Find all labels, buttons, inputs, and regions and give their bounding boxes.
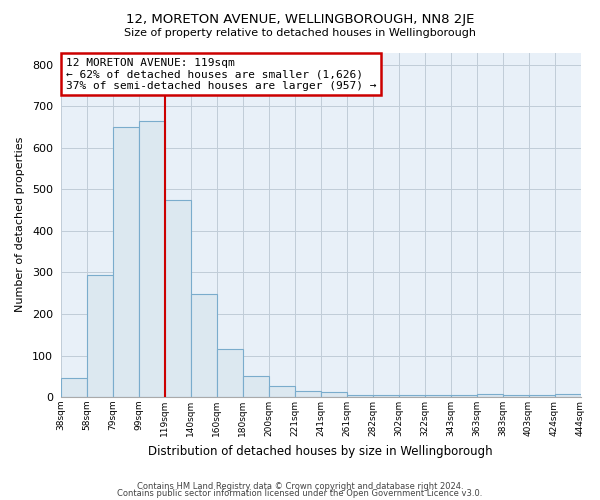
Y-axis label: Number of detached properties: Number of detached properties [15, 137, 25, 312]
Bar [217, 350, 242, 397]
Text: 12 MORETON AVENUE: 119sqm
← 62% of detached houses are smaller (1,626)
37% of se: 12 MORETON AVENUE: 119sqm ← 62% of detac… [66, 58, 376, 91]
Bar [61, 378, 86, 397]
Text: Size of property relative to detached houses in Wellingborough: Size of property relative to detached ho… [124, 28, 476, 38]
Bar [503, 395, 529, 397]
Bar [347, 395, 373, 397]
Bar [451, 395, 476, 397]
Bar [425, 395, 451, 397]
Bar [269, 386, 295, 397]
Text: 12, MORETON AVENUE, WELLINGBOROUGH, NN8 2JE: 12, MORETON AVENUE, WELLINGBOROUGH, NN8 … [126, 12, 474, 26]
Bar [86, 274, 113, 397]
Bar [191, 294, 217, 397]
Bar [554, 394, 581, 397]
Text: Contains HM Land Registry data © Crown copyright and database right 2024.: Contains HM Land Registry data © Crown c… [137, 482, 463, 491]
Text: Contains public sector information licensed under the Open Government Licence v3: Contains public sector information licen… [118, 490, 482, 498]
Bar [476, 394, 503, 397]
Bar [529, 395, 554, 397]
Bar [320, 392, 347, 397]
Bar [164, 200, 191, 397]
Bar [295, 391, 320, 397]
Bar [398, 395, 425, 397]
Bar [139, 121, 164, 397]
X-axis label: Distribution of detached houses by size in Wellingborough: Distribution of detached houses by size … [148, 444, 493, 458]
Bar [373, 395, 398, 397]
Bar [242, 376, 269, 397]
Bar [113, 127, 139, 397]
